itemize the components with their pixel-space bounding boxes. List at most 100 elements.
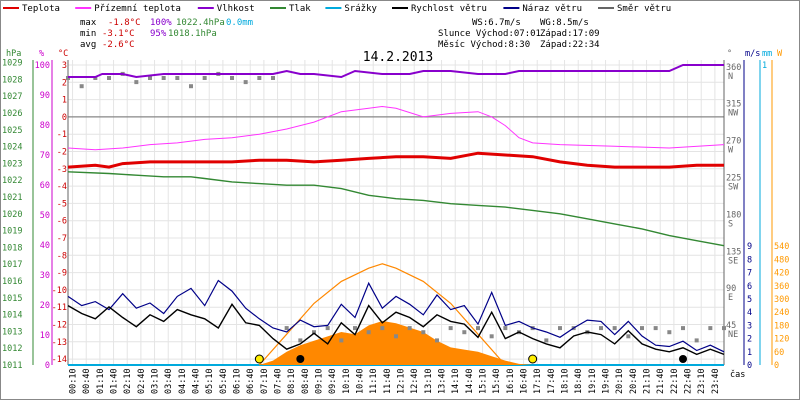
tick-time: 20:10 — [615, 368, 625, 394]
tick-w: 480 — [774, 255, 789, 265]
tick-dir-label: NW — [728, 109, 739, 119]
tick-time: 02:10 — [123, 368, 133, 394]
axis-unit-time: čas — [730, 369, 745, 380]
info-ws: WS:6.7m/s — [472, 18, 521, 28]
tick-temp: -2 — [57, 148, 67, 158]
tick-time: 15:10 — [479, 368, 489, 394]
wind-dir-point — [394, 334, 398, 339]
stat-max-press: 1022.4hPa — [176, 18, 225, 28]
tick-time: 08:10 — [287, 368, 297, 394]
wind-dir-point — [462, 330, 467, 335]
tick-dir-deg: 135 — [726, 247, 741, 257]
wind-dir-point — [694, 338, 699, 343]
tick-pct: 20 — [40, 301, 50, 311]
series-temperature — [67, 151, 724, 169]
sunrise-icon — [254, 354, 264, 364]
tick-temp: -3 — [57, 165, 67, 175]
info-wg: WG:8.5m/s — [540, 18, 589, 28]
wind-dir-point — [107, 76, 111, 80]
tick-dir-deg: 180 — [726, 210, 741, 220]
tick-pct: 80 — [40, 121, 50, 131]
tick-w: 540 — [774, 242, 789, 252]
tick-temp: -11 — [52, 303, 67, 313]
tick-hpa: 1029 — [2, 59, 22, 69]
tick-pct: 60 — [40, 181, 50, 191]
legend-label: Směr větru — [617, 4, 671, 14]
tick-time: 09:40 — [328, 368, 338, 394]
tick-time: 05:10 — [205, 368, 215, 394]
tick-w: 300 — [774, 295, 789, 305]
tick-mm: 1 — [762, 61, 767, 71]
tick-pct: 10 — [40, 331, 50, 341]
legend-label: Tlak — [289, 4, 311, 14]
wind-dir-point — [325, 326, 330, 331]
tick-time: 10:10 — [342, 368, 352, 394]
wind-dir-point — [189, 84, 193, 89]
info-sunset: Západ:17:09 — [540, 29, 600, 39]
tick-temp: -6 — [57, 217, 67, 227]
tick-temp: -9 — [57, 269, 67, 279]
stat-max-hum: 100% — [150, 18, 172, 28]
series-pressure — [67, 171, 725, 247]
tick-ms: 9 — [747, 242, 752, 252]
wind-dir-point — [298, 338, 303, 343]
wind-dir-point — [599, 326, 603, 331]
stat-max-temp: -1.8°C — [108, 18, 141, 28]
stat-avg-temp: -2.6°C — [102, 40, 135, 50]
tick-hpa: 1016 — [2, 277, 22, 287]
tick-dir-label: N — [728, 72, 733, 82]
tick-dir-label: E — [728, 293, 733, 303]
tick-hpa: 1012 — [2, 344, 22, 354]
series-wind-speed — [67, 303, 725, 356]
legend-label: Srážky — [344, 4, 377, 14]
tick-time: 00:10 — [69, 368, 79, 394]
legend-label: Rychlost větru — [411, 4, 487, 14]
tick-time: 15:40 — [492, 368, 502, 394]
tick-ms: 6 — [747, 282, 752, 292]
legend-label: Teplota — [22, 4, 60, 14]
wind-dir-point — [380, 326, 385, 331]
wind-dir-point — [448, 326, 453, 331]
tick-time: 04:40 — [192, 368, 202, 394]
tick-hpa: 1018 — [2, 243, 22, 253]
wind-dir-point — [626, 334, 631, 339]
series-ground-temp — [67, 105, 725, 151]
tick-time: 16:40 — [520, 368, 530, 394]
tick-temp: -14 — [52, 355, 67, 365]
wind-dir-point — [476, 326, 480, 331]
moonrise-icon — [296, 355, 305, 363]
wind-dir-point — [640, 326, 644, 331]
wind-dir-point — [489, 334, 494, 339]
tick-dir-deg: 90 — [726, 284, 736, 294]
tick-time: 23:40 — [711, 368, 721, 394]
tick-hpa: 1021 — [2, 193, 22, 203]
tick-hpa: 1024 — [2, 143, 22, 153]
tick-dir-label: W — [728, 146, 734, 156]
tick-temp: -12 — [52, 321, 67, 331]
tick-time: 06:40 — [246, 368, 256, 394]
tick-temp: 2 — [62, 78, 67, 88]
tick-time: 20:40 — [629, 368, 639, 394]
tick-time: 18:40 — [574, 368, 584, 394]
axis-unit-hpa: hPa — [6, 49, 21, 59]
chart-title: 14.2.2013 — [363, 50, 433, 65]
tick-temp: -10 — [52, 286, 67, 296]
legend-label: Vlhkost — [217, 4, 255, 14]
wind-dir-point — [503, 326, 508, 331]
tick-hpa: 1013 — [2, 327, 22, 337]
wind-dir-point — [681, 326, 685, 331]
stat-avg-label: avg — [80, 40, 96, 50]
tick-time: 03:40 — [164, 368, 174, 394]
tick-time: 22:10 — [670, 368, 680, 394]
tick-time: 17:40 — [547, 368, 557, 394]
tick-dir-deg: 270 — [726, 137, 741, 147]
tick-w: 60 — [774, 348, 784, 358]
tick-ms: 1 — [747, 348, 752, 358]
tick-hpa: 1023 — [2, 159, 22, 169]
tick-pct: 40 — [40, 241, 50, 251]
tick-time: 19:10 — [588, 368, 598, 394]
wind-dir-point — [407, 326, 412, 331]
tick-hpa: 1014 — [2, 311, 22, 321]
tick-hpa: 1019 — [2, 227, 22, 237]
wind-dir-point — [366, 330, 371, 335]
